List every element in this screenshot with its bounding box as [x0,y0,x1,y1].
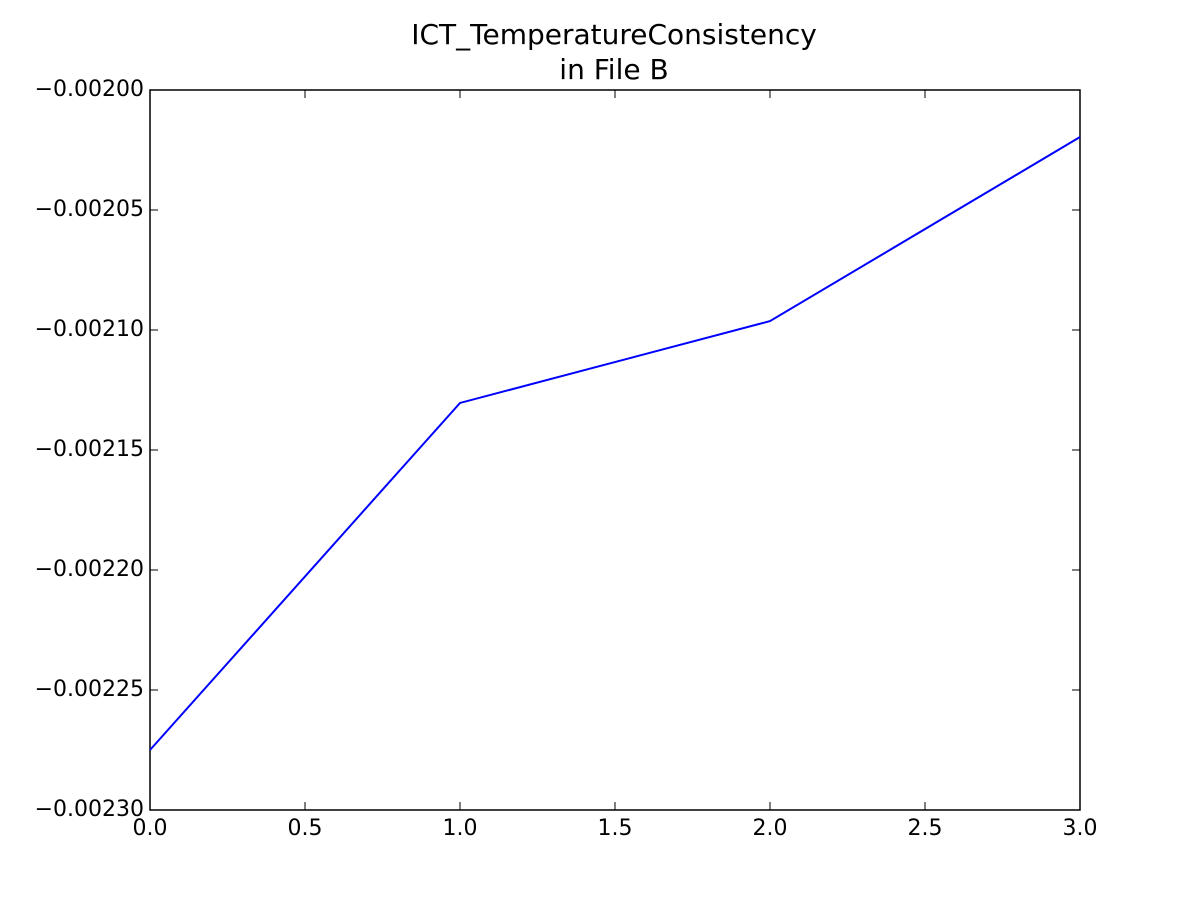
y-tick-label: −0.00210 [35,317,144,342]
plot-frame [149,89,1081,811]
x-tick-label: 2.5 [908,816,943,841]
y-tick-label: −0.00220 [35,557,144,582]
y-tick-label: −0.00205 [35,197,144,222]
y-tick-label: −0.00200 [35,77,144,102]
y-tick-label: −0.00225 [35,677,144,702]
x-tick-label: 1.5 [598,816,633,841]
x-tick-label: 1.0 [443,816,478,841]
x-tick-label: 3.0 [1063,816,1098,841]
x-tick-label: 2.0 [753,816,788,841]
x-tick-label: 0.0 [133,816,168,841]
chart-subtitle: in File B [559,53,668,86]
x-tick-label: 0.5 [288,816,323,841]
y-tick-label: −0.00215 [35,437,144,462]
data-line [149,136,1081,751]
chart-title: ICT_TemperatureConsistency [411,18,817,51]
y-tick-label: −0.00230 [35,797,144,822]
